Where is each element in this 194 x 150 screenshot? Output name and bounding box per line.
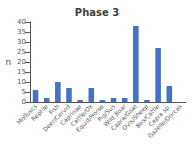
svg-text:Reptile: Reptile — [30, 102, 51, 123]
svg-text:Fish: Fish — [47, 102, 61, 116]
svg-text:10: 10 — [17, 78, 26, 86]
svg-text:Phase 3: Phase 3 — [75, 7, 119, 18]
svg-text:Equid/Horse: Equid/Horse — [74, 102, 105, 134]
svg-text:Caprinae: Caprinae — [58, 102, 83, 127]
svg-text:Ovis/Sheep: Ovis/Sheep — [120, 102, 150, 132]
svg-text:Bos/Cattle: Bos/Cattle — [133, 102, 161, 130]
svg-text:Molluscs: Molluscs — [15, 102, 38, 126]
svg-text:5: 5 — [22, 88, 26, 96]
svg-text:Wild Boar: Wild Boar — [101, 102, 128, 128]
svg-text:40: 40 — [17, 18, 26, 26]
svg-text:Cattle/Ox: Cattle/Ox — [68, 102, 94, 128]
svg-text:25: 25 — [17, 48, 26, 56]
svg-text:35: 35 — [17, 28, 26, 36]
svg-text:Deer/Cervid: Deer/Cervid — [41, 102, 72, 133]
svg-text:Gazelle/Dorcas: Gazelle/Dorcas — [146, 103, 183, 140]
svg-text:Pig/Sus: Pig/Sus — [95, 102, 116, 123]
svg-text:Capra sp.: Capra sp. — [146, 102, 172, 128]
svg-text:15: 15 — [17, 68, 26, 76]
svg-text:0: 0 — [22, 98, 26, 106]
svg-text:n: n — [5, 57, 11, 67]
svg-text:20: 20 — [17, 58, 26, 66]
svg-text:Capra/Goat: Capra/Goat — [109, 102, 139, 132]
svg-text:30: 30 — [17, 38, 26, 46]
